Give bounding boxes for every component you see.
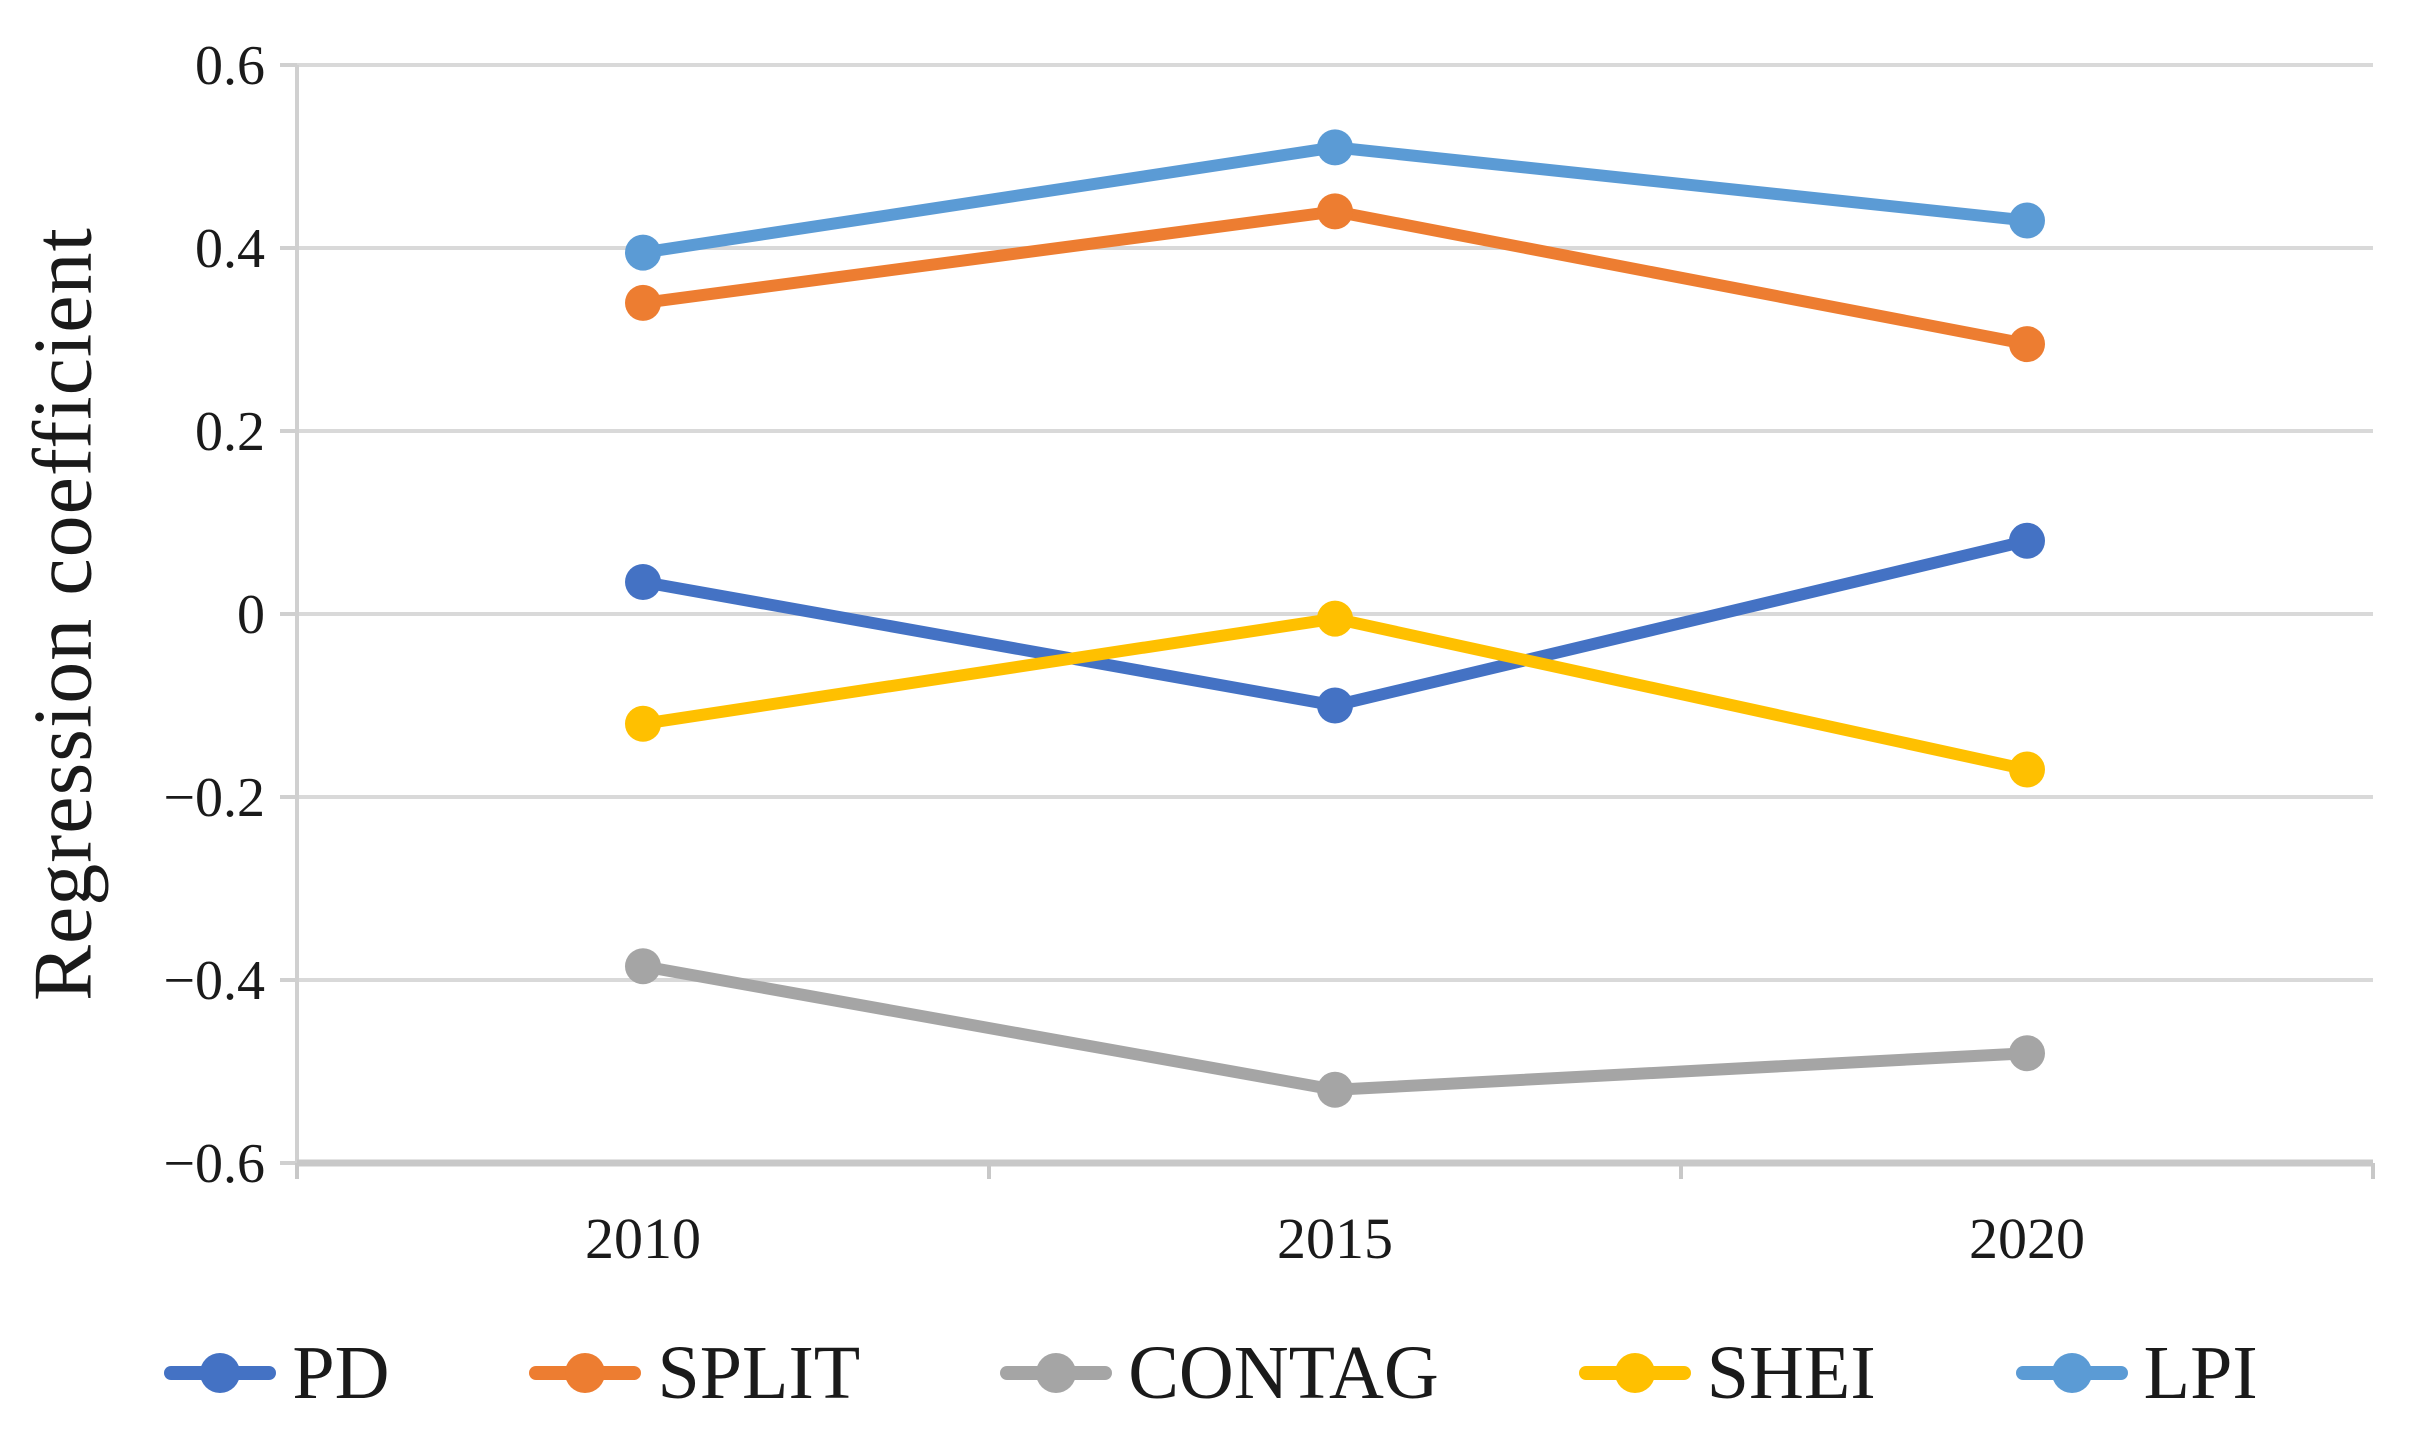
data-point-lpi-2020 (2009, 202, 2045, 239)
legend-item-lpi: LPI (2015, 1331, 2258, 1415)
data-point-lpi-2015 (1317, 129, 1353, 166)
legend-marker-contag (1000, 1351, 1113, 1395)
data-point-contag-2015 (1317, 1071, 1353, 1108)
legend-dot-pd (200, 1353, 241, 1393)
legend-item-shei: SHEI (1578, 1331, 1876, 1415)
y-tick-label: −0.2 (163, 767, 265, 829)
data-point-split-2020 (2009, 326, 2045, 363)
x-tick-label-2010: 2010 (585, 1206, 701, 1271)
legend-dot-shei (1614, 1353, 1655, 1393)
y-tick-label: 0 (237, 584, 265, 646)
data-point-split-2015 (1317, 193, 1353, 230)
legend-label-shei: SHEI (1706, 1331, 1876, 1415)
legend: PD SPLIT CONTAG SHEI LPI (0, 1308, 2422, 1438)
legend-label-pd: PD (292, 1331, 390, 1415)
data-point-contag-2020 (2009, 1035, 2045, 1072)
data-point-lpi-2010 (625, 234, 661, 271)
data-point-pd-2010 (625, 563, 661, 600)
legend-label-lpi: LPI (2143, 1331, 2258, 1415)
y-tick-label: 0.6 (195, 35, 265, 97)
legend-dot-lpi (2051, 1353, 2092, 1393)
legend-label-split: SPLIT (657, 1331, 861, 1415)
legend-label-contag: CONTAG (1128, 1331, 1439, 1415)
legend-marker-split (529, 1351, 642, 1395)
x-tick-label-2015: 2015 (1277, 1206, 1393, 1271)
legend-marker-lpi (2015, 1351, 2128, 1395)
series-line-contag (637, 960, 2033, 1096)
data-point-shei-2015 (1317, 600, 1353, 637)
y-axis-title: Regression coefficient (16, 227, 110, 1001)
y-tick-label: 0.4 (195, 218, 265, 280)
data-point-shei-2020 (2009, 751, 2045, 788)
y-tick-label: 0.2 (195, 401, 265, 463)
legend-marker-pd (164, 1351, 277, 1395)
series-line-split (637, 205, 2033, 351)
y-tick-label: −0.6 (163, 1133, 265, 1195)
legend-dot-split (565, 1353, 606, 1393)
legend-item-split: SPLIT (529, 1335, 860, 1411)
x-tick-label-2020: 2020 (1969, 1206, 2085, 1271)
legend-item-contag: CONTAG (1000, 1335, 1439, 1411)
y-tick-label: −0.4 (163, 950, 265, 1012)
data-point-split-2010 (625, 284, 661, 321)
data-point-shei-2010 (625, 705, 661, 742)
data-point-pd-2020 (2009, 522, 2045, 559)
legend-marker-shei (1578, 1351, 1691, 1395)
data-point-contag-2010 (625, 948, 661, 985)
data-point-pd-2015 (1317, 687, 1353, 724)
legend-dot-contag (1036, 1353, 1077, 1393)
legend-item-pd: PD (164, 1335, 389, 1411)
